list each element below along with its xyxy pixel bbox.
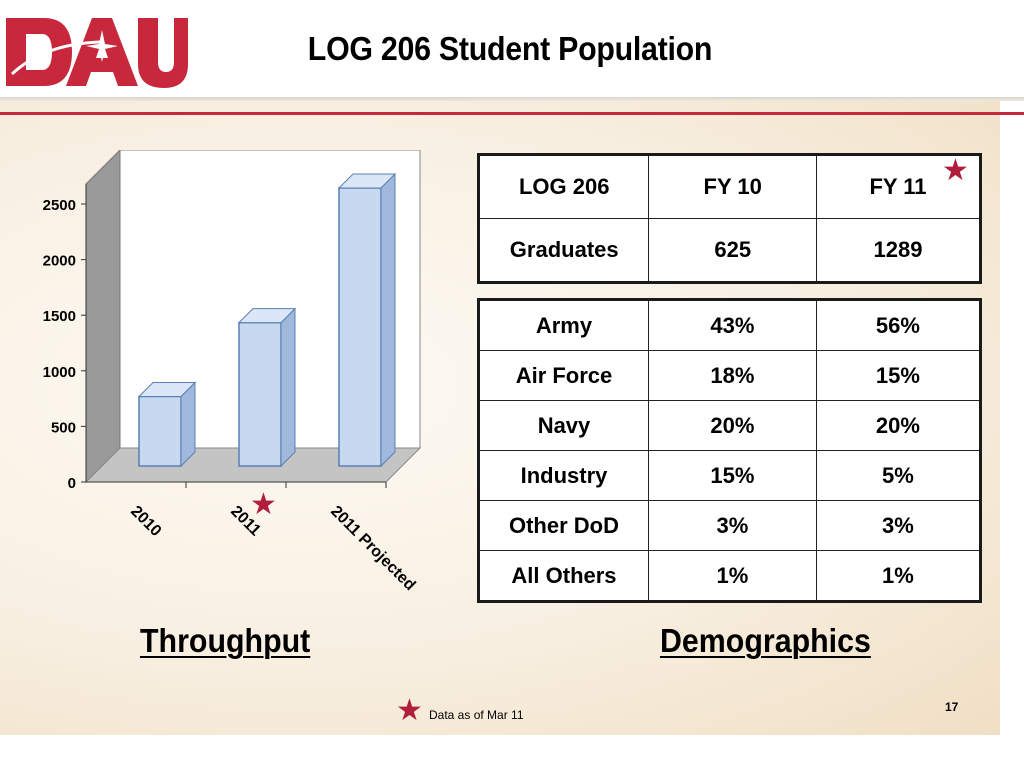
- table-cell: 18%: [647, 350, 817, 401]
- star-icon: ★: [942, 154, 969, 187]
- y-tick-label: 1500: [43, 308, 76, 325]
- bar: [338, 187, 382, 467]
- bar-top: [337, 173, 397, 189]
- table-cell: All Others: [478, 550, 649, 602]
- table-cell: 20%: [647, 400, 817, 451]
- bar: [238, 321, 282, 467]
- summary-table: LOG 206 FY 10 FY 11 Graduates 625 1289: [477, 153, 982, 284]
- header-red-rule: [0, 112, 1024, 115]
- table-header-cell: LOG 206: [477, 154, 650, 219]
- throughput-label: Throughput: [140, 622, 311, 659]
- table-cell: Graduates: [477, 218, 650, 283]
- dau-logo: [6, 18, 188, 88]
- bar: [138, 395, 182, 467]
- table-row: Army 43% 56%: [478, 299, 982, 351]
- table-cell: 20%: [815, 400, 982, 451]
- table-cell: Air Force: [478, 350, 649, 401]
- page-title: LOG 206 Student Population: [307, 30, 713, 67]
- table-cell: 5%: [815, 450, 982, 501]
- table-cell: 1%: [647, 550, 817, 602]
- table-cell: Army: [478, 299, 649, 351]
- table-cell: Other DoD: [478, 500, 649, 551]
- y-tick-label: 2000: [43, 253, 76, 270]
- table-header-cell: FY 10: [648, 154, 817, 219]
- y-tick-label: 1000: [43, 364, 76, 381]
- x-tick-label: 2011 Projected: [327, 503, 418, 594]
- data-date-note: Data as of Mar 11: [429, 708, 524, 722]
- chart-side-wall: [85, 150, 121, 484]
- table-header-row: LOG 206 FY 10 FY 11: [477, 154, 982, 219]
- bar-side: [280, 307, 296, 468]
- table-row: All Others 1% 1%: [478, 550, 982, 602]
- star-icon: ★: [250, 488, 277, 521]
- table-row: Air Force 18% 15%: [478, 350, 982, 401]
- y-tick-label: 2500: [43, 197, 76, 214]
- header-shadow-rule: [0, 97, 1024, 101]
- page-number: 17: [945, 700, 959, 714]
- table-cell: 1%: [815, 550, 982, 602]
- table-cell: 15%: [815, 350, 982, 401]
- table-cell: 15%: [647, 450, 817, 501]
- y-tick-label: 0: [68, 475, 76, 492]
- table-row: Other DoD 3% 3%: [478, 500, 982, 551]
- table-row: Navy 20% 20%: [478, 400, 982, 451]
- table-row: Graduates 625 1289: [477, 218, 982, 283]
- demographics-label: Demographics: [660, 622, 871, 659]
- table-cell: 56%: [815, 299, 982, 351]
- bar-side: [380, 172, 396, 468]
- bar-top: [237, 308, 297, 324]
- table-cell: 3%: [815, 500, 982, 551]
- demographics-table: Army 43% 56% Air Force 18% 15% Navy 20% …: [477, 298, 982, 603]
- x-tick-label: 2010: [127, 503, 164, 540]
- table-cell: 43%: [647, 299, 817, 351]
- star-icon: ★: [396, 694, 423, 727]
- table-cell: Industry: [478, 450, 649, 501]
- bar-top: [137, 382, 197, 397]
- table-cell: 1289: [815, 218, 982, 283]
- y-tick-label: 500: [51, 419, 76, 436]
- table-row: Industry 15% 5%: [478, 450, 982, 501]
- table-cell: 625: [648, 218, 817, 283]
- table-cell: Navy: [478, 400, 649, 451]
- table-cell: 3%: [647, 500, 817, 551]
